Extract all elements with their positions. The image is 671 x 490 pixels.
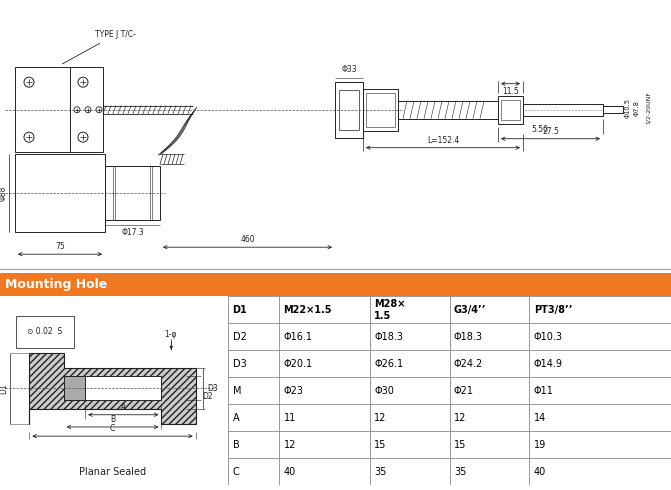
Text: Φ18.3: Φ18.3 xyxy=(374,332,403,342)
Text: Mounting Hole: Mounting Hole xyxy=(5,278,107,292)
Text: PT3/8’’: PT3/8’’ xyxy=(533,305,572,315)
Text: D2: D2 xyxy=(233,332,246,342)
Text: C: C xyxy=(233,466,240,477)
Text: Φ23: Φ23 xyxy=(283,386,303,396)
Text: Planar Sealed: Planar Sealed xyxy=(79,467,146,477)
Text: D3: D3 xyxy=(233,359,246,369)
Text: Φ21: Φ21 xyxy=(454,386,474,396)
Text: TYPE J T/C-: TYPE J T/C- xyxy=(62,30,136,64)
Text: Φ16.1: Φ16.1 xyxy=(283,332,313,342)
Text: 40: 40 xyxy=(533,466,546,477)
Text: 1/2-20UNF: 1/2-20UNF xyxy=(646,91,650,124)
Text: A: A xyxy=(121,403,126,412)
Bar xyxy=(339,90,359,130)
Text: ⊙ 0.02  S: ⊙ 0.02 S xyxy=(28,327,62,336)
Text: 1-φ: 1-φ xyxy=(164,330,177,339)
Text: 15: 15 xyxy=(374,440,386,450)
Bar xyxy=(15,154,105,232)
Polygon shape xyxy=(30,352,196,424)
Text: Φ14.9: Φ14.9 xyxy=(533,359,563,369)
Bar xyxy=(523,104,603,116)
Text: 35: 35 xyxy=(374,466,386,477)
Bar xyxy=(501,99,520,120)
Text: D3: D3 xyxy=(207,384,218,392)
Text: Φ20.1: Φ20.1 xyxy=(283,359,313,369)
Text: Φ88: Φ88 xyxy=(0,186,7,201)
Bar xyxy=(398,101,498,119)
Text: 5.50: 5.50 xyxy=(531,124,548,134)
Text: 11.5: 11.5 xyxy=(502,87,519,96)
Text: D1: D1 xyxy=(0,383,9,393)
Text: 15: 15 xyxy=(454,440,466,450)
Text: G3/4’’: G3/4’’ xyxy=(454,305,486,315)
Text: D2: D2 xyxy=(203,392,213,401)
Text: 460: 460 xyxy=(240,235,255,244)
Text: M28×
1.5: M28× 1.5 xyxy=(374,299,406,321)
Text: 75: 75 xyxy=(55,242,65,251)
Bar xyxy=(15,67,103,152)
Text: 19: 19 xyxy=(533,440,546,450)
Bar xyxy=(498,96,523,123)
Text: B: B xyxy=(233,440,240,450)
Text: 35: 35 xyxy=(454,466,466,477)
Bar xyxy=(363,89,398,131)
Bar xyxy=(603,106,623,113)
Text: Φ17.3: Φ17.3 xyxy=(121,228,144,237)
Text: M: M xyxy=(233,386,241,396)
Text: Φ10.3: Φ10.3 xyxy=(533,332,563,342)
Text: Φ10.5: Φ10.5 xyxy=(625,98,631,118)
Text: 40: 40 xyxy=(283,466,296,477)
Text: C: C xyxy=(110,424,115,433)
Text: 12: 12 xyxy=(374,413,386,423)
Text: 14: 14 xyxy=(533,413,546,423)
Bar xyxy=(64,376,162,400)
Bar xyxy=(335,82,363,138)
Text: Φ11: Φ11 xyxy=(533,386,554,396)
Bar xyxy=(366,93,395,127)
Bar xyxy=(105,166,160,220)
Text: D1: D1 xyxy=(233,305,248,315)
Text: A: A xyxy=(233,413,239,423)
Bar xyxy=(64,376,85,400)
Text: 11: 11 xyxy=(283,413,296,423)
Text: 12: 12 xyxy=(283,440,296,450)
Text: 12: 12 xyxy=(454,413,466,423)
Text: Φ24.2: Φ24.2 xyxy=(454,359,483,369)
Text: Φ33: Φ33 xyxy=(341,65,357,74)
Text: M22×1.5: M22×1.5 xyxy=(283,305,332,315)
Text: L=152.4: L=152.4 xyxy=(427,136,459,145)
Text: Φ30: Φ30 xyxy=(374,386,394,396)
Text: Φ26.1: Φ26.1 xyxy=(374,359,403,369)
Text: B: B xyxy=(110,415,115,424)
Text: Φ7.8: Φ7.8 xyxy=(634,100,640,116)
Text: 27.5: 27.5 xyxy=(542,127,559,136)
Text: Φ18.3: Φ18.3 xyxy=(454,332,483,342)
